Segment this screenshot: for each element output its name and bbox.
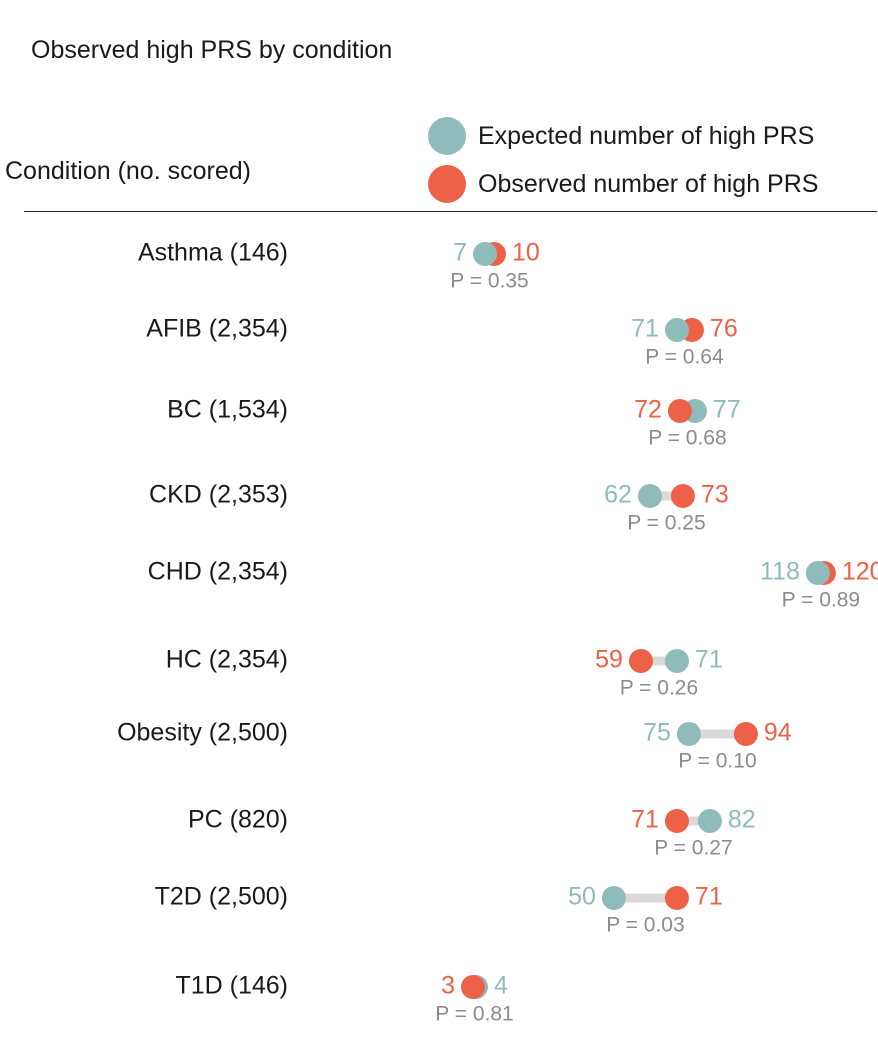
p-value-label: P = 0.89 <box>782 589 860 612</box>
p-value-label: P = 0.03 <box>606 914 684 937</box>
expected-value-label: 4 <box>494 972 508 1000</box>
p-value-label: P = 0.27 <box>654 837 732 860</box>
observed-value-label: 73 <box>701 481 729 509</box>
expected-point <box>805 561 830 585</box>
row-label: BC (1,534) <box>167 396 288 424</box>
p-value-label: P = 0.35 <box>450 270 528 293</box>
observed-value-label: 59 <box>595 646 623 674</box>
row-label: T1D (146) <box>175 972 288 1000</box>
legend: Expected number of high PRS Observed num… <box>428 112 818 208</box>
expected-point <box>472 242 497 266</box>
row-label: Obesity (2,500) <box>117 719 288 747</box>
expected-point <box>697 809 722 833</box>
legend-label-observed: Observed number of high PRS <box>478 169 819 198</box>
expected-point <box>637 484 662 508</box>
observed-value-label: 3 <box>441 972 455 1000</box>
row-label: Asthma (146) <box>138 239 288 267</box>
row-label: CHD (2,354) <box>148 558 288 586</box>
expected-point <box>664 649 689 673</box>
legend-item-expected: Expected number of high PRS <box>428 112 818 160</box>
observed-value-label: 76 <box>710 315 738 343</box>
observed-point <box>667 399 692 423</box>
observed-point <box>733 722 758 746</box>
p-value-label: P = 0.64 <box>645 346 724 369</box>
condition-column-header: Condition (no. scored) <box>5 157 251 185</box>
p-value-label: P = 0.81 <box>435 1003 513 1026</box>
row-label: HC (2,354) <box>166 646 288 674</box>
expected-value-label: 71 <box>631 315 659 343</box>
observed-value-label: 94 <box>764 719 792 747</box>
row-label: AFIB (2,354) <box>146 315 288 343</box>
expected-point <box>601 886 626 910</box>
observed-value-label: 120 <box>842 558 878 586</box>
p-value-label: P = 0.68 <box>648 427 726 450</box>
observed-point <box>670 484 695 508</box>
observed-point <box>664 809 689 833</box>
observed-value-label: 71 <box>631 806 659 834</box>
expected-value-label: 77 <box>713 396 741 424</box>
legend-item-observed: Observed number of high PRS <box>428 160 818 208</box>
observed-point <box>664 886 689 910</box>
expected-value-label: 62 <box>604 481 632 509</box>
expected-value-label: 71 <box>695 646 723 674</box>
expected-value-label: 7 <box>453 239 467 267</box>
expected-value-label: 118 <box>760 558 800 586</box>
observed-point <box>460 975 485 999</box>
expected-point <box>664 318 689 342</box>
observed-point <box>628 649 653 673</box>
header-divider <box>24 211 877 212</box>
observed-value-label: 10 <box>512 239 540 267</box>
p-value-label: P = 0.10 <box>678 750 756 773</box>
row-label: PC (820) <box>188 806 288 834</box>
legend-swatch-observed <box>428 165 466 203</box>
expected-value-label: 82 <box>728 806 756 834</box>
p-value-label: P = 0.25 <box>627 512 705 535</box>
p-value-label: P = 0.26 <box>620 677 698 700</box>
row-label: CKD (2,353) <box>149 481 288 509</box>
row-label: T2D (2,500) <box>155 883 288 911</box>
expected-point <box>676 722 701 746</box>
expected-value-label: 50 <box>568 883 596 911</box>
chart-title: Observed high PRS by condition <box>31 36 393 64</box>
legend-label-expected: Expected number of high PRS <box>478 121 815 150</box>
observed-value-label: 71 <box>695 883 723 911</box>
observed-value-label: 72 <box>634 396 662 424</box>
legend-swatch-expected <box>428 117 466 155</box>
expected-value-label: 75 <box>643 719 671 747</box>
